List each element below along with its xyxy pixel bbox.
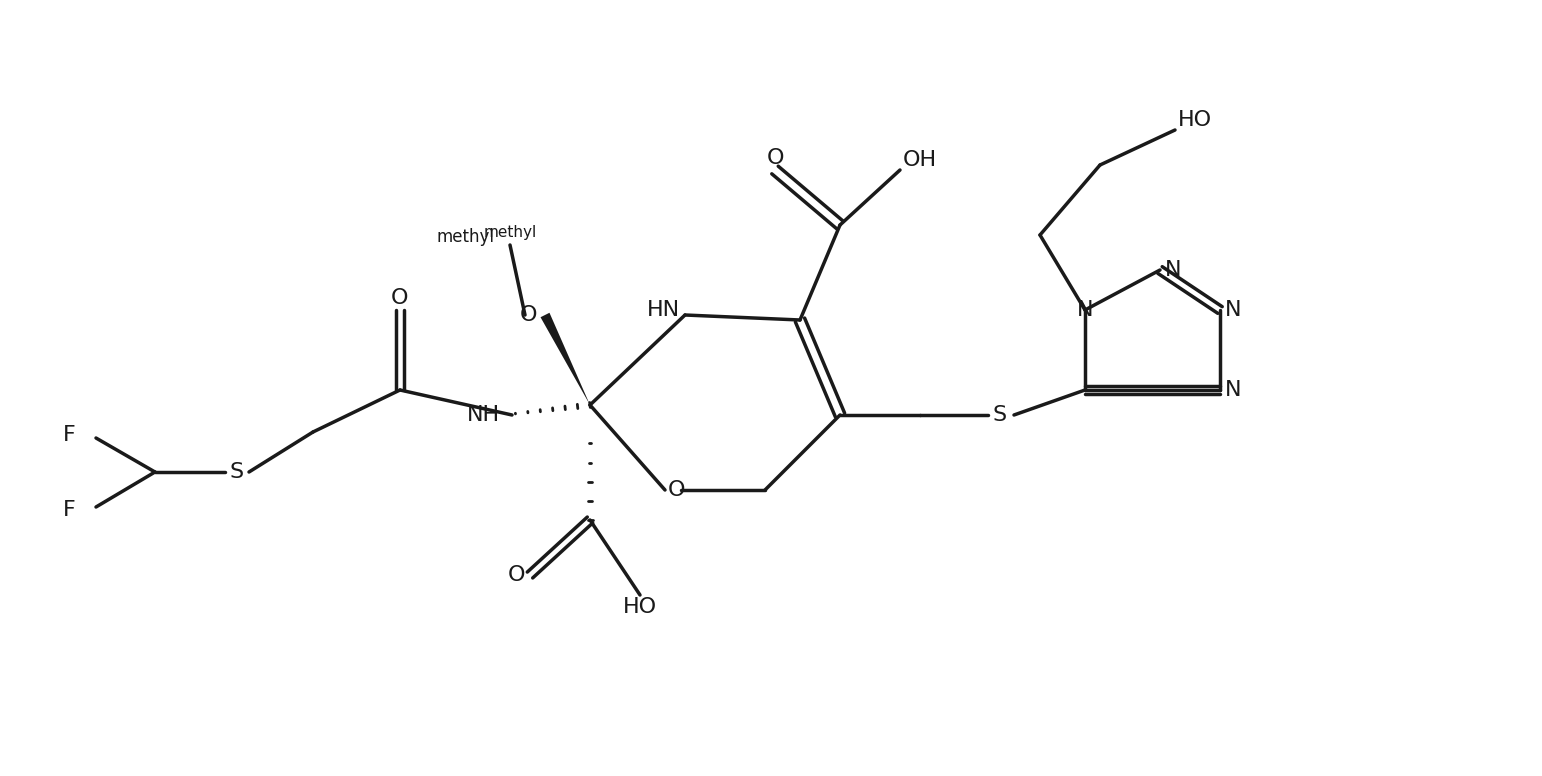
Text: O: O	[507, 565, 524, 585]
Text: NH: NH	[467, 405, 500, 425]
Text: O: O	[520, 305, 537, 325]
Text: S: S	[230, 462, 244, 482]
Text: N: N	[1224, 300, 1241, 320]
Text: N: N	[1076, 300, 1093, 320]
Text: OH: OH	[904, 150, 938, 170]
Text: HO: HO	[623, 597, 657, 617]
Text: F: F	[63, 500, 76, 520]
Text: O: O	[668, 480, 686, 500]
Polygon shape	[541, 313, 591, 405]
Text: methyl: methyl	[436, 228, 495, 246]
Text: F: F	[63, 425, 76, 445]
Text: HO: HO	[1178, 110, 1212, 130]
Text: O: O	[392, 288, 409, 308]
Text: N: N	[1166, 260, 1181, 280]
Text: HN: HN	[648, 300, 680, 320]
Text: methyl: methyl	[483, 225, 537, 240]
Text: S: S	[993, 405, 1007, 425]
Text: O: O	[766, 148, 783, 168]
Text: N: N	[1224, 380, 1241, 400]
